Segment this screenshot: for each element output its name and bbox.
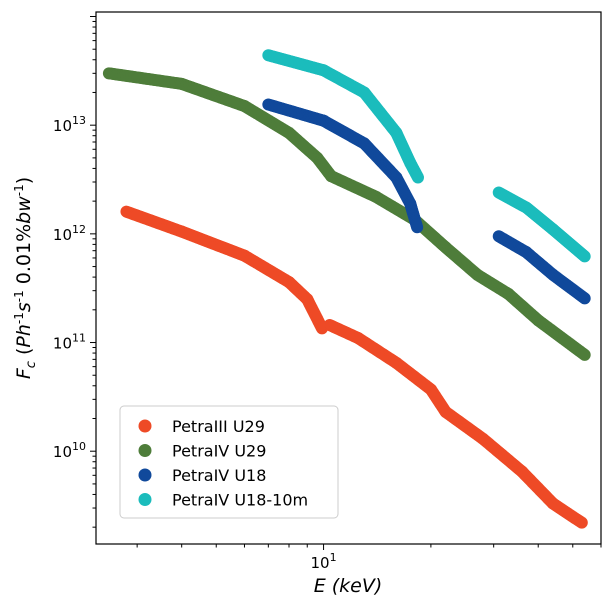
legend-label: PetraIV U18 <box>172 466 266 485</box>
series-petraiv-u29 <box>102 67 591 361</box>
plot-frame <box>95 11 602 545</box>
legend-label: PetraIV U18-10m <box>172 491 308 510</box>
data-point <box>411 221 424 234</box>
data-point <box>575 516 588 529</box>
legend-label: PetraIV U29 <box>172 442 266 461</box>
series-petraiv-u18-10m <box>262 49 591 263</box>
data-point <box>411 171 424 184</box>
y-tick-label: 1012 <box>53 223 86 244</box>
x-axis: 101 <box>136 544 602 572</box>
legend-label: PetraIII U29 <box>172 417 265 436</box>
y-axis: 1010 1011 1012 1013 <box>53 15 96 528</box>
legend-marker <box>138 493 152 506</box>
y-tick-label: 1013 <box>53 114 86 135</box>
legend-box <box>119 405 339 519</box>
y-axis-title: Fc (Ph-1s-1 0.01%bw-1) <box>12 177 39 379</box>
series-petraiv-u18 <box>262 98 591 305</box>
legend-marker <box>138 468 152 482</box>
y-tick-label: 1010 <box>53 440 86 461</box>
data-point <box>578 292 591 305</box>
x-tick-label: 101 <box>311 551 337 572</box>
y-tick-label: 1011 <box>53 332 86 353</box>
data-point <box>578 348 591 361</box>
series-petraiii-u29 <box>120 205 588 529</box>
data-point <box>578 250 591 263</box>
data-points <box>102 49 591 529</box>
legend-marker <box>138 419 152 433</box>
legend-marker <box>138 444 152 457</box>
x-axis-title: E (keV) <box>314 575 383 597</box>
legend: PetraIII U29 PetraIV U29 PetraIV U18 PetraI… <box>119 405 339 519</box>
